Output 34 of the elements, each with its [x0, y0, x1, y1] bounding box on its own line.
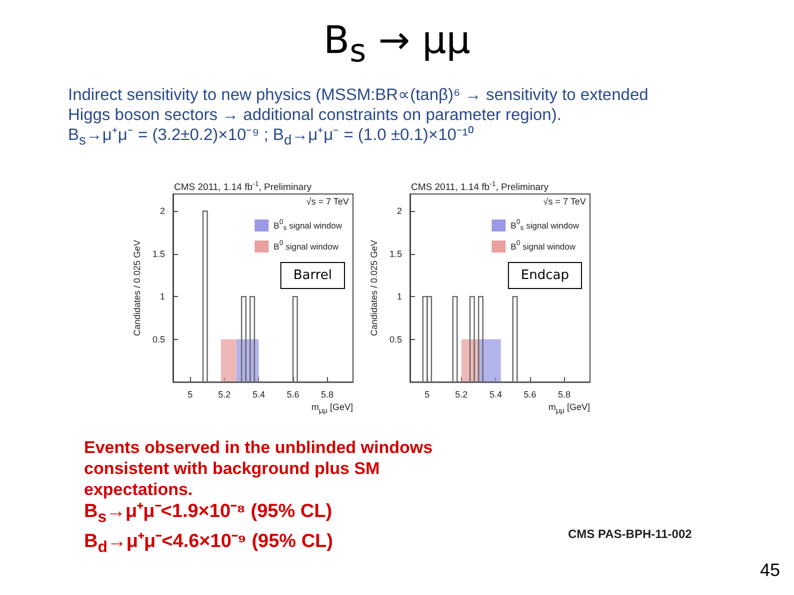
text: Events observed in the unblinded windows consistent with background plus SM expectations.: [84, 437, 434, 500]
annotation: √s = 7 TeV: [306, 196, 349, 206]
x-tick-label: 5.2: [455, 390, 468, 400]
x-tick-label: 5: [424, 390, 430, 400]
text: B$_{s}$→μ⁺μ⁻<1.9×10⁻⁸ (95% CL): [84, 500, 334, 528]
annotation: Endcap: [520, 268, 570, 283]
y-tick-label: 2: [396, 206, 402, 216]
x-tick-label: 5.4: [252, 390, 265, 400]
text: 45: [760, 560, 780, 581]
y-tick-label: 2: [160, 206, 165, 216]
y-tick-label: 1: [160, 292, 165, 302]
y-axis-title: Candidates / 0.025 GeV: [369, 240, 380, 336]
text: B$_{d}$→μ⁺μ⁻<4.6×10⁻⁹ (95% CL): [84, 530, 334, 558]
text: Indirect sensitivity to new physics (MSSM:BR∝(tanβ)⁶ → sensitivity to extended Higgs boson sectors → additional constraints on parameter region).: [68, 86, 648, 124]
y-tick-label: 1: [396, 292, 402, 302]
text: B$_{s}$→μ⁺μ⁻ = (3.2±0.2)×10⁻⁹ ; B$_{d}$→μ⁺μ⁻ = (1.0 ±0.1)×10⁻¹⁰: [68, 126, 474, 148]
x-tick-label: 5: [188, 390, 193, 400]
text: B$_{s}$ → μμ: [322, 18, 472, 70]
x-tick-label: 5.8: [558, 390, 571, 400]
annotation: √s = 7 TeV: [543, 196, 586, 206]
y-axis-title: Candidates / 0.025 GeV: [132, 240, 142, 336]
text: CMS PAS-BPH-11-002: [568, 527, 692, 541]
y-tick-label: 0.5: [389, 334, 402, 344]
annotation: Barrel: [293, 268, 332, 283]
x-tick-label: 5.6: [524, 390, 536, 400]
x-tick-label: 5.2: [218, 390, 231, 400]
y-tick-label: 1.5: [152, 248, 165, 259]
y-tick-label: 1.5: [389, 248, 402, 259]
x-tick-label: 5.8: [321, 390, 334, 400]
y-tick-label: 0.5: [152, 334, 165, 344]
x-axis-title: m$_{μμ}$ [GeV]: [311, 402, 353, 416]
x-axis-title: m$_{μμ}$ [GeV]: [548, 402, 590, 416]
x-tick-label: 5.4: [489, 390, 502, 400]
x-tick-label: 5.6: [286, 390, 300, 400]
